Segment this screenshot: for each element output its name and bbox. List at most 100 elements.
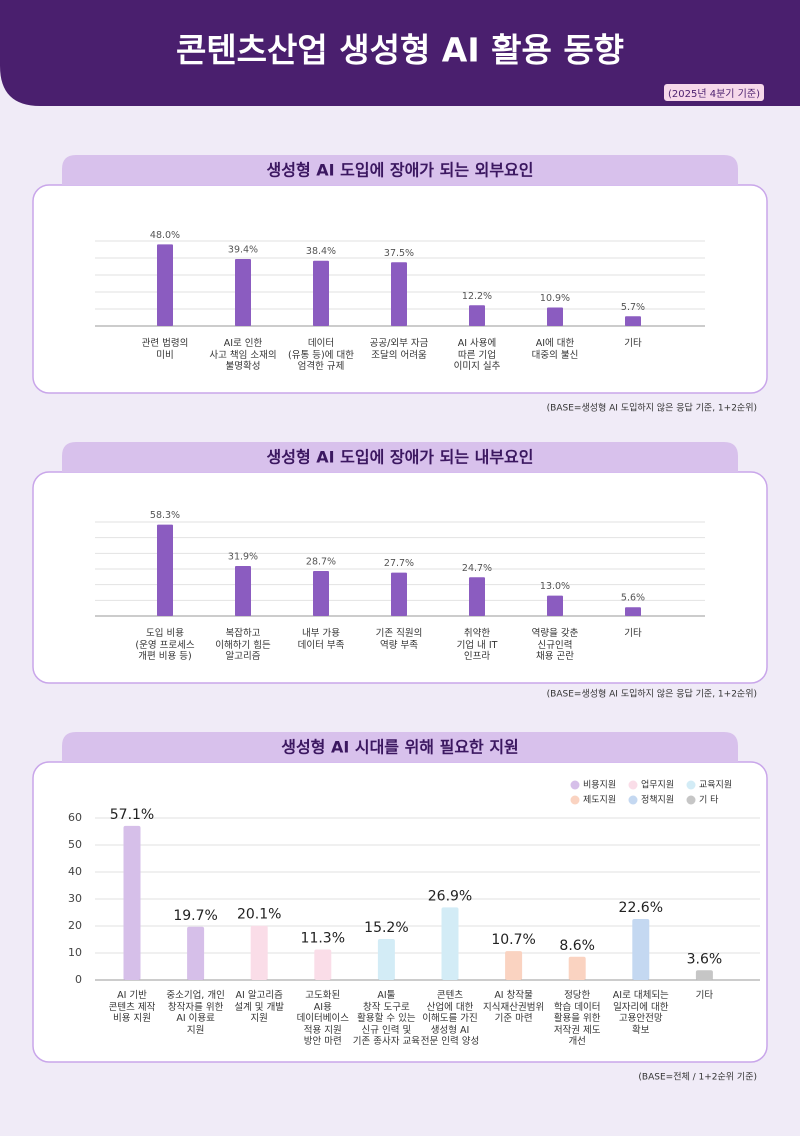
legend-swatch [686,780,696,790]
x-tick-label: 공공/외부 자금 조달의 어려움 [369,338,429,361]
y-tick-label: 40 [68,865,82,878]
bar [123,825,141,980]
value-label: 38.4% [306,246,336,257]
value-label: 19.7% [173,908,217,924]
x-tick-label: AI 알고리즘 설계 및 개발 지원 [234,990,285,1024]
value-label: 15.2% [364,920,408,936]
chart-title: 생성형 AI 시대를 위해 필요한 지원 [281,738,519,757]
value-label: 20.1% [237,907,281,923]
header-band [0,0,800,106]
bar [391,572,407,616]
x-tick-label: 기타 [624,338,642,349]
x-tick-label: 관련 법령의 미비 [141,338,189,361]
value-label: 48.0% [150,230,180,241]
x-tick-label: AI에 대한 대중의 불신 [531,338,579,361]
value-label: 57.1% [110,807,154,823]
value-label: 11.3% [301,930,345,946]
bar [632,918,650,980]
value-label: 37.5% [384,248,414,259]
legend-label: 기 타 [699,795,719,806]
legend-swatch [686,795,696,805]
legend-swatch [570,795,580,805]
bar [505,951,523,980]
legend-swatch [570,780,580,790]
x-tick-label: AI 기반 콘텐츠 제작 비용 지원 [108,990,156,1024]
x-tick-label: 역량을 갖춘 신규인력 채용 곤란 [531,628,579,662]
value-label: 22.6% [619,900,663,916]
bar [235,259,251,326]
bar [568,956,586,980]
legend-label: 비용지원 [583,780,616,791]
y-tick-label: 50 [68,838,82,851]
x-tick-label: 도입 비용 (운영 프로세스 개편 비용 등) [135,628,195,662]
bar [250,925,268,980]
value-label: 27.7% [384,558,414,569]
x-tick-label: 기타 [695,990,714,1001]
value-label: 10.7% [491,932,535,948]
x-tick-label: 복잡하고 이해하기 힘든 알고리즘 [215,628,271,662]
value-label: 58.3% [150,510,180,521]
bar [157,244,173,326]
value-label: 31.9% [228,552,258,563]
page-title: 콘텐츠산업 생성형 AI 활용 동향 [176,31,624,70]
bar [625,316,641,326]
legend-swatch [628,795,638,805]
value-label: 3.6% [687,951,723,967]
bar [625,607,641,616]
page-subtitle: (2025년 4분기 기준) [664,84,764,101]
legend-label: 정책지원 [641,794,674,806]
bar [377,938,395,980]
bar [313,571,329,616]
x-tick-label: 취약한 기업 내 IT 인프라 [456,628,498,662]
bar [469,305,485,326]
bar [391,262,407,326]
y-tick-label: 60 [68,811,82,824]
bar [157,524,173,616]
value-label: 26.9% [428,888,472,904]
x-tick-label: 고도화된 AI용 데이터베이스 적용 지원 방안 마련 [296,990,350,1047]
x-tick-label: 중소기업, 개인 창작자를 위한 AI 이용료 지원 [166,990,225,1036]
chart-title: 생성형 AI 도입에 장애가 되는 외부요인 [267,161,534,180]
value-label: 39.4% [228,245,258,256]
bar [547,595,563,616]
value-label: 8.6% [559,938,595,954]
x-tick-label: AI로 인한 사고 책임 소재의 불명확성 [209,338,277,372]
card-tab [62,442,738,472]
bar [314,949,332,980]
legend-label: 업무지원 [641,780,674,791]
x-tick-label: 내부 가용 데이터 부족 [297,628,345,651]
value-label: 13.0% [540,581,570,592]
x-tick-label: 정당한 학습 데이터 활용을 위한 저작권 제도 개선 [553,990,601,1047]
y-tick-label: 30 [68,892,82,905]
legend-label: 제도지원 [583,795,616,806]
card-tab [62,155,738,185]
y-tick-label: 0 [75,973,82,986]
value-label: 5.6% [621,593,645,604]
card-tab [62,732,738,762]
x-tick-label: AI로 대체되는 일자리에 대한 고용안전망 확보 [612,990,669,1036]
x-tick-label: 기존 직원의 역량 부족 [375,628,423,651]
bar [187,926,205,980]
chart-note: (BASE=전체 / 1+2순위 기준) [638,1072,757,1083]
bar [441,907,459,980]
legend-swatch [628,780,638,790]
x-tick-label: 데이터 (유통 등)에 대한 엄격한 규제 [288,338,354,372]
value-label: 12.2% [462,291,492,302]
chart-note: (BASE=생성형 AI 도입하지 않은 응답 기준, 1+2순위) [547,402,757,414]
legend-label: 교육지원 [699,780,732,791]
x-tick-label: 콘텐츠 산업에 대한 이해도를 가진 생성형 AI 전문 인력 양성 [420,990,480,1047]
y-tick-label: 10 [68,946,82,959]
bar [695,970,713,980]
bar [313,260,329,326]
bar [469,577,485,616]
chart-note: (BASE=생성형 AI 도입하지 않은 응답 기준, 1+2순위) [547,688,757,700]
y-tick-label: 20 [68,919,82,932]
bar [547,307,563,326]
x-tick-label: AI 사용에 따른 기업 이미지 실추 [453,338,501,372]
x-tick-label: 기타 [624,628,642,639]
x-tick-label: AI 창작물 지식재산권범위 기준 마련 [483,990,545,1024]
value-label: 5.7% [621,302,645,313]
value-label: 28.7% [306,557,336,568]
